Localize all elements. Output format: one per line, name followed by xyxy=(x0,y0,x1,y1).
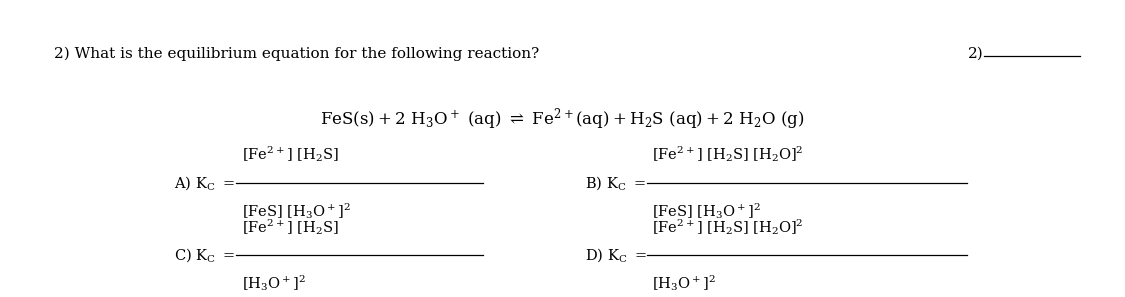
Text: $\mathregular{[Fe^{2+}]\ [H_2S]\ [H_2O]^2}$: $\mathregular{[Fe^{2+}]\ [H_2S]\ [H_2O]^… xyxy=(652,217,804,237)
Text: $\mathregular{[Fe^{2+}]\ [H_2S]}$: $\mathregular{[Fe^{2+}]\ [H_2S]}$ xyxy=(242,217,339,237)
Text: 2): 2) xyxy=(968,46,983,61)
Text: $\mathregular{[FeS]\ [H_3O^+]^2}$: $\mathregular{[FeS]\ [H_3O^+]^2}$ xyxy=(242,201,351,221)
Text: $\mathregular{B)\ K_C\ =}$: $\mathregular{B)\ K_C\ =}$ xyxy=(585,174,646,192)
Text: $\mathregular{[FeS]\ [H_3O^+]^2}$: $\mathregular{[FeS]\ [H_3O^+]^2}$ xyxy=(652,201,762,221)
Text: $\mathregular{FeS(s) + 2\ H_3O^+\ (aq)\ \rightleftharpoons\ Fe^{2+}(aq) + H_2S\ : $\mathregular{FeS(s) + 2\ H_3O^+\ (aq)\ … xyxy=(321,106,804,132)
Text: $\mathregular{[Fe^{2+}]\ [H_2S]}$: $\mathregular{[Fe^{2+}]\ [H_2S]}$ xyxy=(242,145,339,164)
Text: $\mathregular{C)\ K_C\ =}$: $\mathregular{C)\ K_C\ =}$ xyxy=(174,247,235,264)
Text: $\mathregular{D)\ K_C\ =}$: $\mathregular{D)\ K_C\ =}$ xyxy=(585,247,647,264)
Text: $\mathregular{[H_3O^+]^2}$: $\mathregular{[H_3O^+]^2}$ xyxy=(652,274,717,293)
Text: $\mathregular{[H_3O^+]^2}$: $\mathregular{[H_3O^+]^2}$ xyxy=(242,274,306,293)
Text: 2) What is the equilibrium equation for the following reaction?: 2) What is the equilibrium equation for … xyxy=(54,46,539,61)
Text: $\mathregular{A)\ K_C\ =}$: $\mathregular{A)\ K_C\ =}$ xyxy=(174,174,235,192)
Text: $\mathregular{[Fe^{2+}]\ [H_2S]\ [H_2O]^2}$: $\mathregular{[Fe^{2+}]\ [H_2S]\ [H_2O]^… xyxy=(652,145,804,164)
